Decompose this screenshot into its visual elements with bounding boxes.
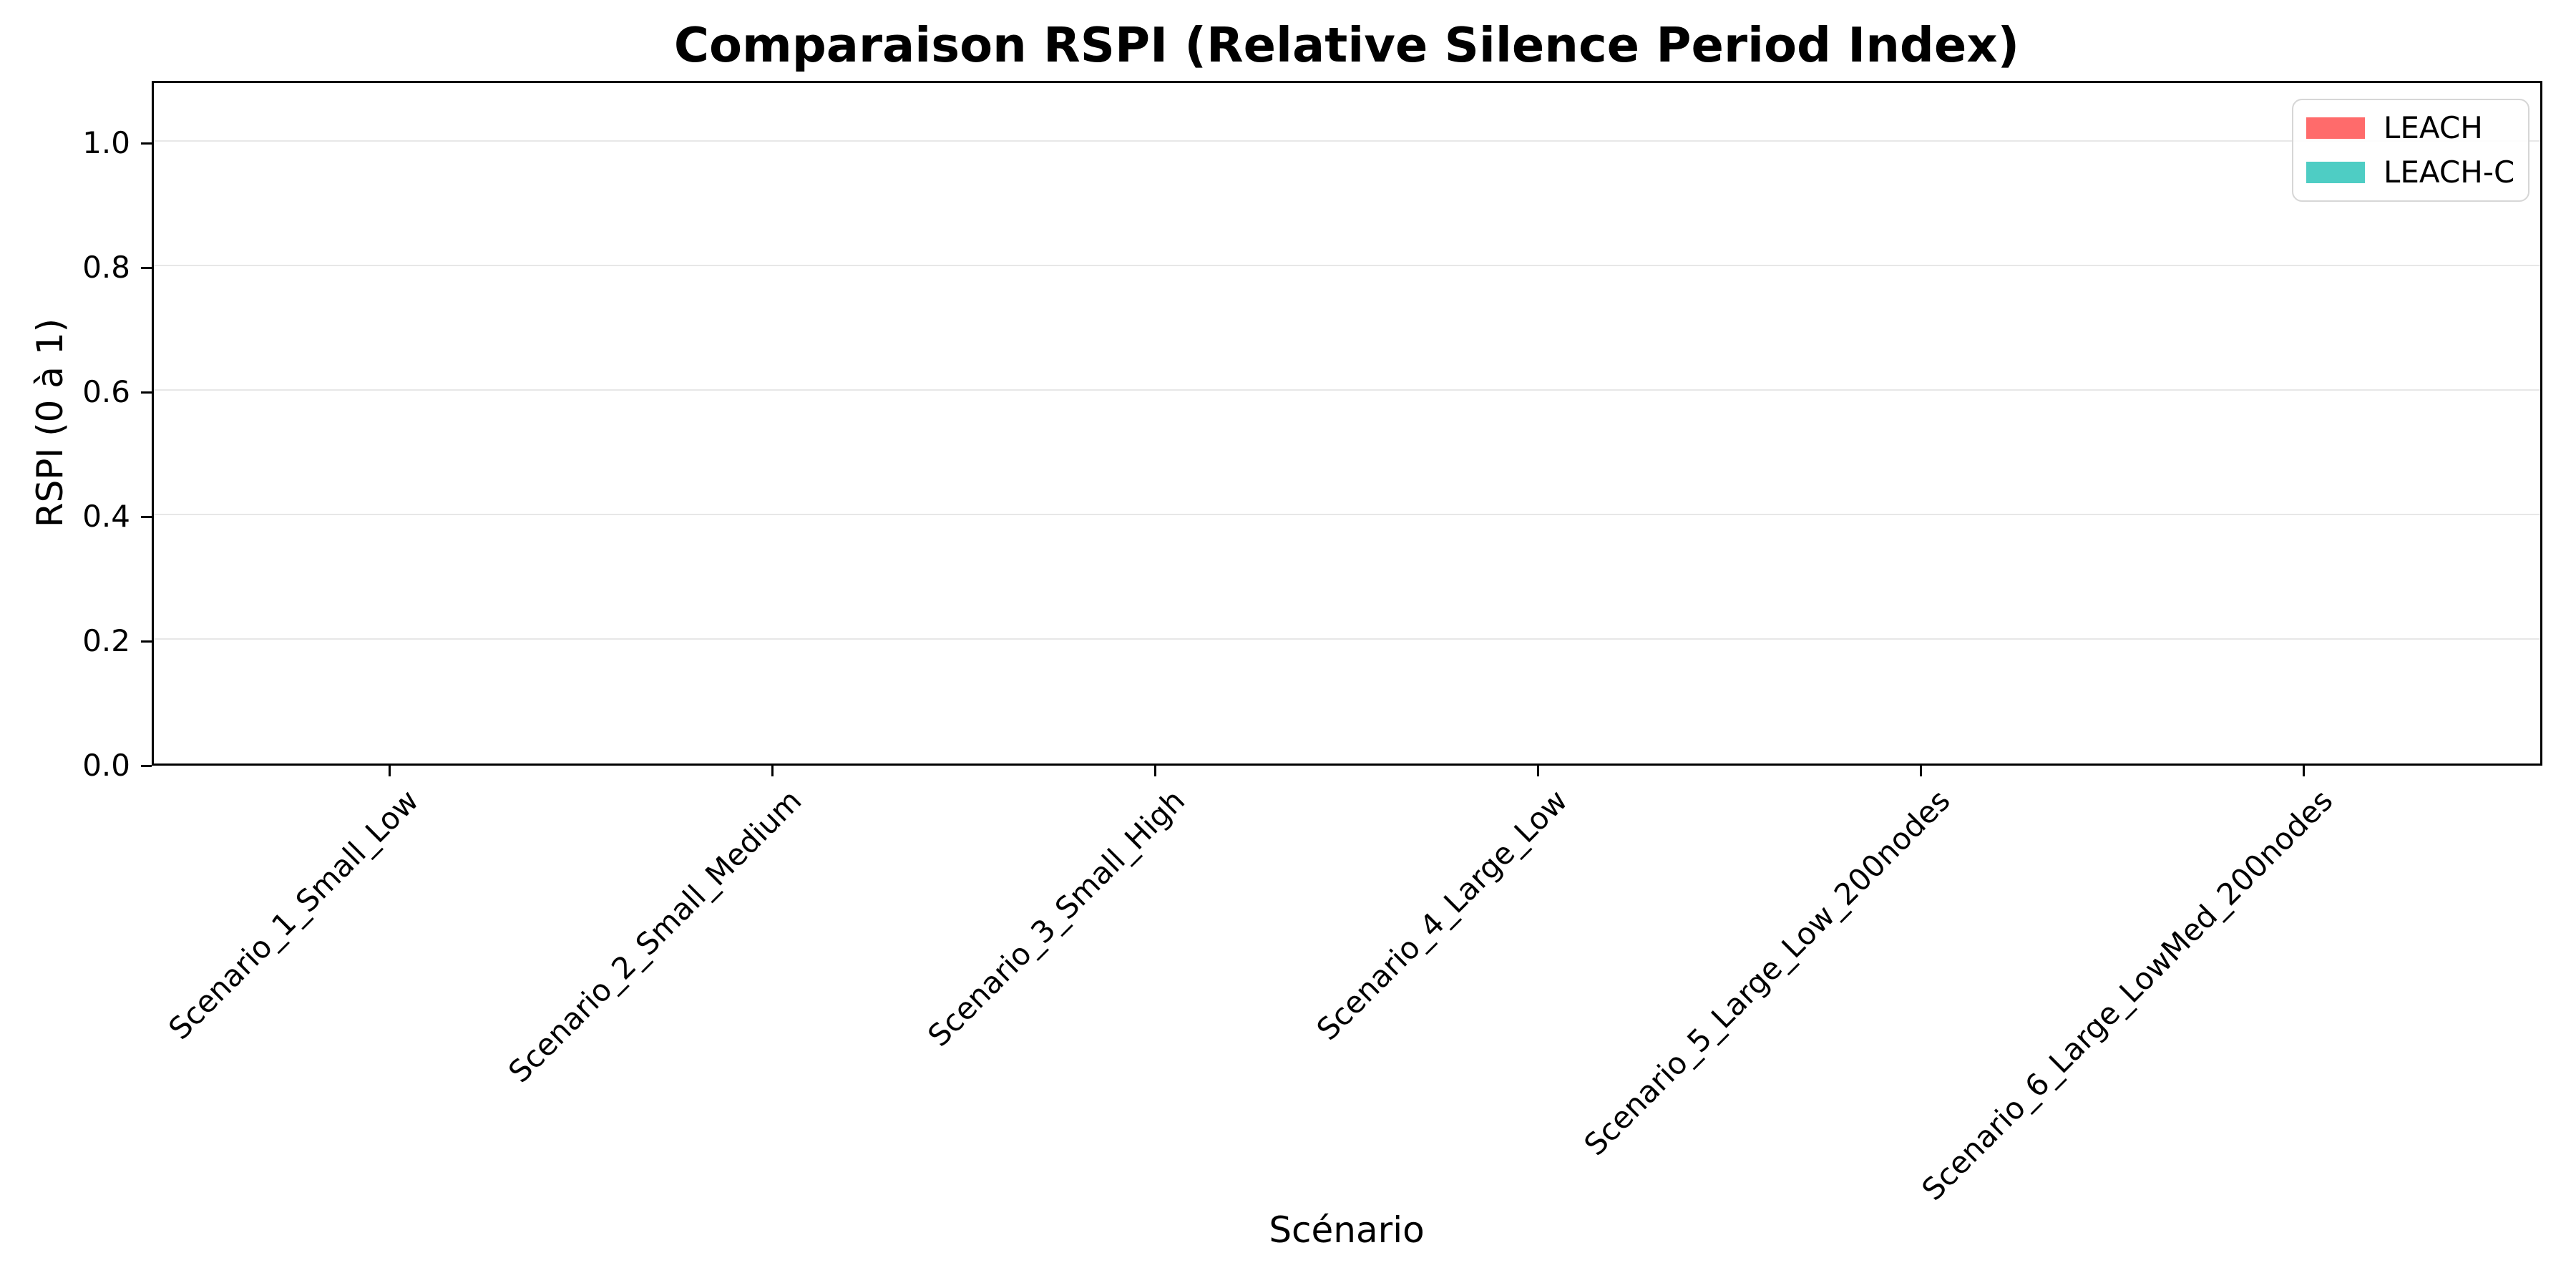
- legend-label-leach: LEACH: [2384, 110, 2483, 145]
- y-tick-label: 1.0: [82, 125, 130, 160]
- x-tick-label: Scenario_6_Large_LowMed_200nodes: [1915, 783, 2340, 1208]
- x-tick-mark: [1536, 766, 1539, 776]
- gridline: [154, 514, 2540, 515]
- chart-title: Comparaison RSPI (Relative Silence Perio…: [673, 17, 2020, 73]
- y-tick-label: 0.8: [82, 250, 130, 285]
- x-tick-mark: [771, 766, 774, 776]
- x-tick-label: Scenario_1_Small_Low: [162, 783, 426, 1047]
- x-tick-mark: [2302, 766, 2305, 776]
- y-tick-label: 0.6: [82, 374, 130, 409]
- legend-swatch-leach-c: [2306, 162, 2365, 183]
- y-tick-label: 0.4: [82, 499, 130, 534]
- y-tick-mark: [141, 142, 152, 145]
- x-axis-label: Scénario: [1269, 1209, 1425, 1251]
- y-tick-label: 0.2: [82, 623, 130, 658]
- gridline: [154, 140, 2540, 142]
- y-tick-mark: [141, 640, 152, 643]
- x-tick-label: Scenario_5_Large_Low_200nodes: [1577, 783, 1957, 1163]
- y-tick-mark: [141, 266, 152, 269]
- legend-swatch-leach: [2306, 117, 2365, 139]
- x-tick-label: Scenario_2_Small_Medium: [502, 783, 809, 1090]
- legend-label-leach-c: LEACH-C: [2384, 155, 2515, 190]
- x-tick-label: Scenario_3_Small_High: [920, 783, 1191, 1053]
- x-tick-mark: [388, 766, 391, 776]
- gridline: [154, 638, 2540, 640]
- x-tick-mark: [1153, 766, 1156, 776]
- legend-item-leach: LEACH: [2306, 111, 2521, 145]
- legend-item-leach-c: LEACH-C: [2306, 155, 2521, 190]
- y-tick-mark: [141, 764, 152, 767]
- y-tick-mark: [141, 391, 152, 394]
- plot-area: [152, 81, 2542, 766]
- y-tick-label: 0.0: [82, 748, 130, 783]
- x-tick-mark: [1919, 766, 1922, 776]
- legend: LEACH LEACH-C: [2292, 99, 2529, 202]
- gridline: [154, 265, 2540, 266]
- x-tick-label: Scenario_4_Large_Low: [1309, 783, 1574, 1048]
- gridline: [154, 389, 2540, 391]
- y-tick-mark: [141, 515, 152, 518]
